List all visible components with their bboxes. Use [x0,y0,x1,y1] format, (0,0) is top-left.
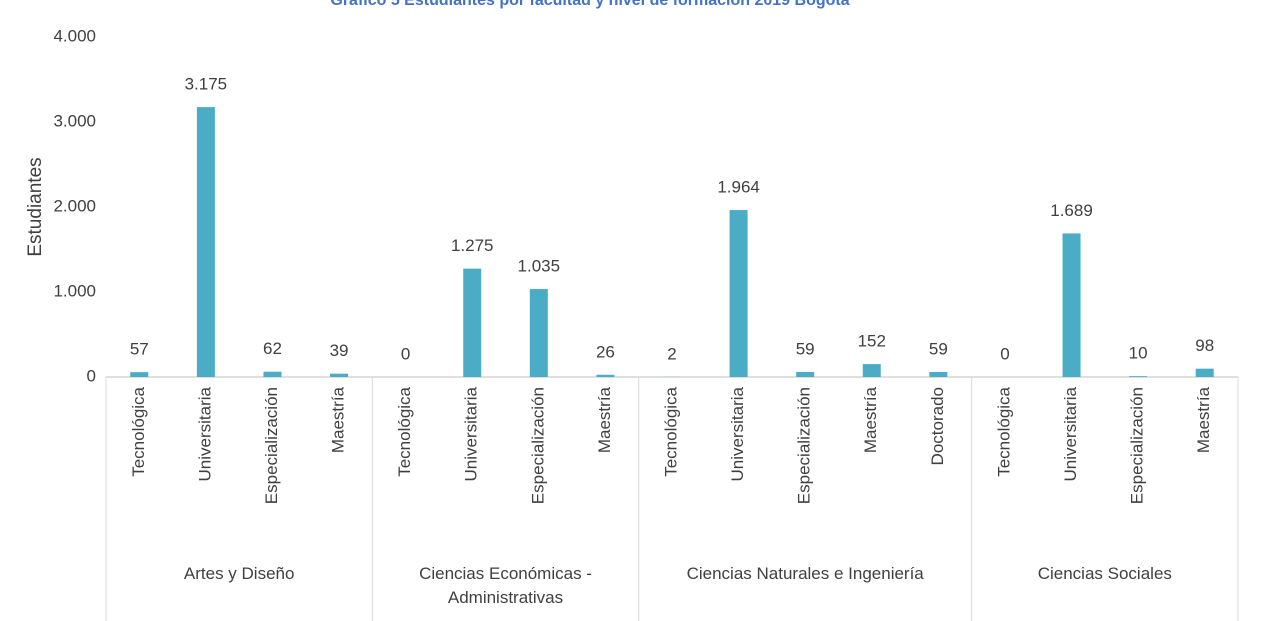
value-label: 2 [667,344,676,363]
bar [196,107,215,377]
bar [1062,233,1081,377]
y-tick-label: 2.000 [53,196,96,215]
bar [729,210,748,377]
group-label: Ciencias Sociales [1037,564,1172,583]
value-label: 1.689 [1050,201,1093,220]
value-label: 152 [858,332,886,351]
bar [130,372,149,377]
x-tick-label: Especialización [262,387,281,504]
y-tick-label: 3.000 [53,111,96,130]
bar [529,289,548,377]
x-tick-label: Tecnológica [994,386,1013,476]
x-tick-label: Universitaria [462,386,481,481]
bar [596,374,615,377]
group-label-box: Ciencias Sociales [1037,564,1172,583]
x-tick-label: Maestría [1194,386,1213,453]
bar [330,373,349,377]
y-tick-label: 0 [87,366,96,385]
x-tick-label: Doctorado [928,387,947,465]
value-label: 0 [401,344,410,363]
x-tick-label: Universitaria [1061,386,1080,481]
bar [796,371,815,377]
value-label: 1.964 [717,178,760,197]
bar [263,371,282,377]
x-tick-label: Especialización [795,387,814,504]
bar [1129,376,1148,377]
value-label: 39 [330,341,349,360]
value-label: 3.175 [185,75,228,94]
y-tick-label: 4.000 [53,26,96,45]
value-label: 62 [263,339,282,358]
bar [929,371,948,377]
y-tick-label: 1.000 [53,281,96,300]
x-tick-label: Maestría [329,386,348,453]
x-tick-label: Especialización [528,387,547,504]
value-label: 26 [596,342,615,361]
group-label: Artes y Diseño [183,564,295,583]
bar [463,268,482,377]
value-label: 1.275 [451,236,494,255]
x-tick-label: Tecnológica [395,386,414,476]
x-tick-label: Maestría [595,386,614,453]
group-label-box: Artes y Diseño [183,564,295,583]
value-label: 59 [796,339,815,358]
chart-title: Gráfico 5 Estudiantes por facultad y niv… [330,0,849,9]
value-label: 57 [130,340,149,359]
group-label: Ciencias Naturales e Ingeniería [686,564,924,583]
value-label: 1.035 [518,257,561,276]
x-tick-label: Universitaria [728,386,747,481]
value-label: 10 [1129,344,1148,363]
x-tick-label: Especialización [1128,387,1147,504]
group-label: Ciencias Económicas - Administrativas [419,564,592,607]
bar [862,364,881,377]
value-label: 98 [1195,336,1214,355]
group-label-box: Ciencias Económicas - Administrativas [419,564,592,607]
x-tick-label: Maestría [861,386,880,453]
x-tick-label: Tecnológica [661,386,680,476]
bar [1195,368,1214,377]
value-label: 59 [929,339,948,358]
x-tick-label: Tecnológica [129,386,148,476]
value-label: 0 [1000,344,1009,363]
x-tick-label: Universitaria [195,386,214,481]
group-label-box: Ciencias Naturales e Ingeniería [686,564,924,583]
y-axis-label: Estudiantes [25,157,46,256]
